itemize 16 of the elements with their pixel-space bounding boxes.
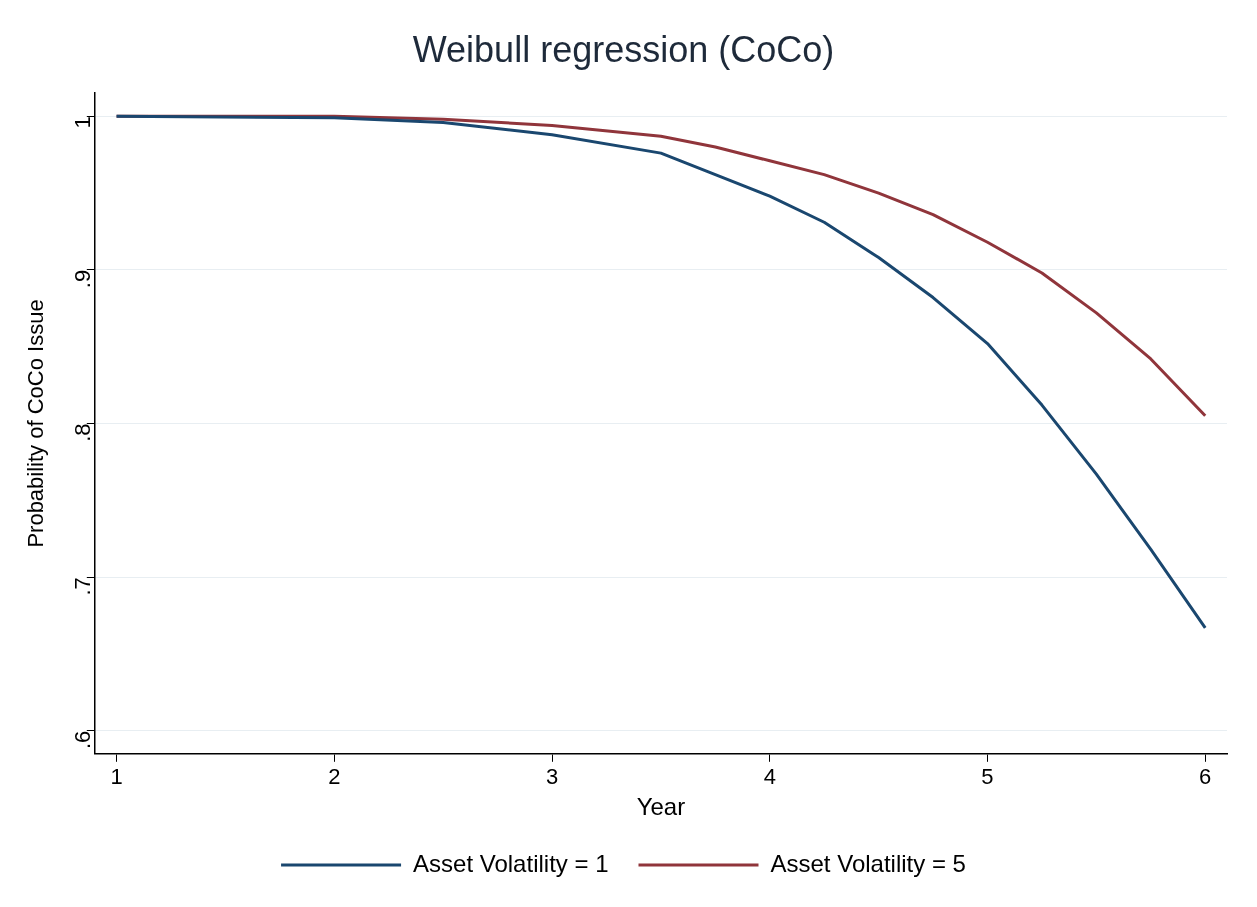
y-tick-label: .6	[69, 730, 95, 750]
y-tick-label: .9	[69, 269, 95, 289]
chart-title: Weibull regression (CoCo)	[412, 28, 835, 70]
legend-label: Asset Volatility = 1	[413, 849, 609, 877]
x-tick-label: 5	[981, 764, 994, 790]
y-axis-title: Probability of CoCo Issue	[23, 299, 49, 548]
x-tick-label: 3	[545, 764, 559, 790]
y-tick-label: .8	[69, 423, 95, 442]
x-tick-label: 4	[763, 764, 776, 790]
y-tick-label: 1	[69, 116, 95, 129]
x-axis-title: Year	[636, 793, 686, 821]
legend-label: Asset Volatility = 5	[770, 849, 966, 877]
x-tick-label: 6	[1199, 764, 1212, 790]
x-tick-label: 2	[328, 764, 341, 790]
y-tick-label: .7	[69, 577, 95, 596]
x-tick-label: 1	[110, 764, 123, 790]
